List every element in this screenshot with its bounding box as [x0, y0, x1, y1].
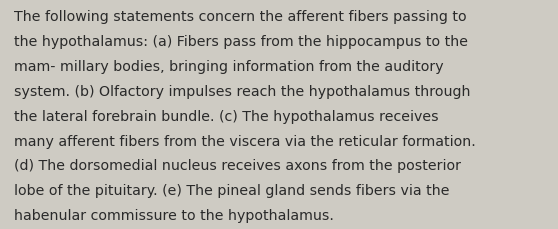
Text: habenular commissure to the hypothalamus.: habenular commissure to the hypothalamus…: [14, 208, 334, 222]
Text: system. (b) Olfactory impulses reach the hypothalamus through: system. (b) Olfactory impulses reach the…: [14, 85, 470, 98]
Text: lobe of the pituitary. (e) The pineal gland sends fibers via the: lobe of the pituitary. (e) The pineal gl…: [14, 183, 449, 197]
Text: (d) The dorsomedial nucleus receives axons from the posterior: (d) The dorsomedial nucleus receives axo…: [14, 159, 461, 173]
Text: the hypothalamus: (a) Fibers pass from the hippocampus to the: the hypothalamus: (a) Fibers pass from t…: [14, 35, 468, 49]
Text: The following statements concern the afferent fibers passing to: The following statements concern the aff…: [14, 10, 466, 24]
Text: many afferent fibers from the viscera via the reticular formation.: many afferent fibers from the viscera vi…: [14, 134, 476, 148]
Text: mam- millary bodies, bringing information from the auditory: mam- millary bodies, bringing informatio…: [14, 60, 444, 74]
Text: the lateral forebrain bundle. (c) The hypothalamus receives: the lateral forebrain bundle. (c) The hy…: [14, 109, 439, 123]
